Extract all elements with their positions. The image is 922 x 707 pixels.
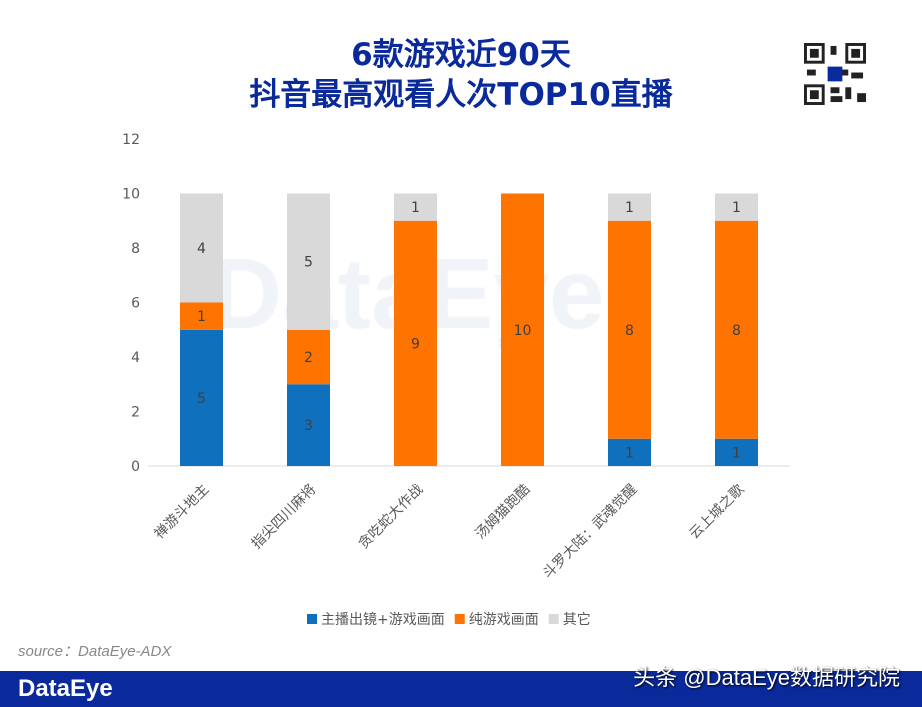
x-tick-label: 云上城之歌	[687, 482, 748, 543]
bar-segment	[501, 193, 544, 466]
data-label: 1	[625, 445, 634, 461]
data-label: 8	[732, 323, 741, 339]
bar-segment	[608, 193, 651, 221]
bar-segment	[180, 193, 223, 303]
y-tick-label: 4	[131, 350, 140, 366]
legend-label: 纯游戏画面	[469, 612, 539, 628]
legend-swatch	[548, 614, 559, 624]
bar-segment	[394, 220, 437, 466]
y-tick-label: 2	[131, 405, 140, 421]
x-tick-label: 贪吃蛇大作战	[356, 482, 427, 553]
bar-segment	[287, 384, 330, 466]
source-note: source：DataEye-ADX	[18, 643, 172, 660]
bar-segment	[287, 329, 330, 385]
bar-segment	[394, 193, 437, 221]
data-label: 3	[304, 418, 313, 434]
footer-bar: DataEye	[0, 671, 922, 707]
data-label: 1	[732, 200, 741, 216]
bar-segment	[608, 438, 651, 466]
data-label: 1	[732, 445, 741, 461]
x-tick-label: 禅游斗地主	[152, 482, 213, 543]
data-label: 2	[304, 350, 313, 366]
y-tick-label: 12	[122, 132, 140, 148]
legend-label: 主播出镜+游戏画面	[321, 612, 445, 628]
bar-segment	[715, 438, 758, 466]
toutiao-watermark: 头条 @DataEye数据研究院	[633, 665, 900, 690]
data-label: 1	[411, 200, 420, 216]
legend-swatch	[307, 614, 317, 624]
y-tick-label: 8	[131, 241, 140, 257]
data-label: 10	[514, 323, 532, 339]
x-tick-label: 斗罗大陆：武魂觉醒	[540, 482, 640, 582]
bar-segment	[180, 329, 223, 466]
y-tick-label: 10	[122, 187, 140, 203]
data-label: 5	[197, 391, 206, 407]
y-tick-label: 0	[131, 459, 140, 475]
bar-segment	[608, 220, 651, 439]
qr-code-icon	[804, 43, 866, 105]
chart-title-line-1: 6款游戏近90天	[351, 37, 571, 73]
y-tick-label: 6	[131, 296, 140, 312]
data-label: 1	[197, 309, 206, 325]
data-label: 1	[625, 200, 634, 216]
x-tick-label: 汤姆猫跑酷	[473, 482, 534, 543]
data-label: 5	[304, 255, 313, 271]
data-label: 4	[197, 241, 206, 257]
x-tick-label: 指尖四川麻将	[249, 482, 320, 553]
legend-label: 其它	[563, 611, 591, 628]
bar-segment	[180, 302, 223, 330]
bar-segment	[715, 220, 758, 439]
legend-swatch	[454, 614, 465, 624]
bar-segment	[715, 193, 758, 221]
dataeye-logo: DataEye	[18, 675, 113, 702]
bar-segment	[287, 193, 330, 330]
data-label: 9	[411, 336, 420, 352]
data-label: 8	[625, 323, 634, 339]
chart-title-line-2: 抖音最高观看人次TOP10直播	[249, 77, 673, 113]
